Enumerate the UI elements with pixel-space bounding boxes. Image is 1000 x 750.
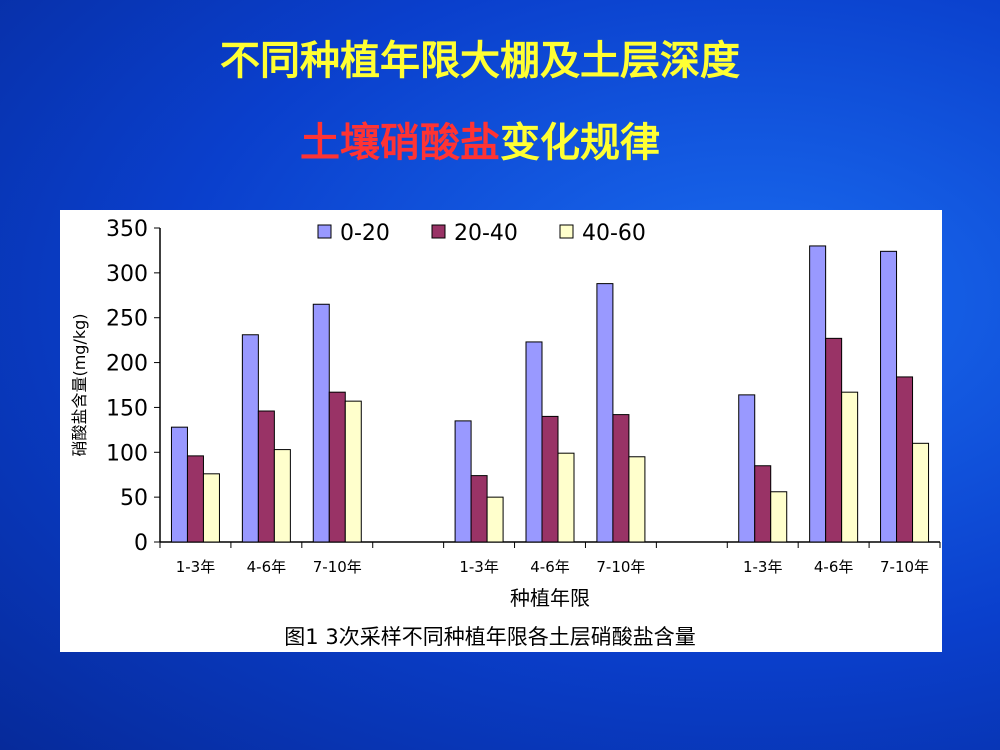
bar: [257, 410, 275, 543]
bar: [202, 473, 220, 543]
y-tick-label: 0: [134, 531, 148, 556]
legend-label: 0-20: [340, 221, 390, 246]
bar: [541, 415, 559, 543]
bar: [241, 334, 259, 543]
x-tick-label: 4-6年: [247, 558, 287, 576]
bar: [896, 376, 914, 543]
bar: [328, 391, 346, 543]
bar: [170, 426, 188, 543]
title-highlight: 土壤硝酸盐: [300, 120, 500, 166]
y-tick-label: 350: [106, 217, 148, 242]
legend-label: 20-40: [454, 221, 518, 246]
bar: [628, 456, 646, 543]
y-tick-label: 150: [106, 396, 148, 421]
bar: [454, 420, 472, 543]
y-tick-label: 300: [106, 262, 148, 287]
bar: [880, 250, 898, 543]
x-tick-label: 1-3年: [743, 558, 783, 576]
x-axis-label: 种植年限: [510, 586, 590, 610]
title-line: 土壤硝酸盐变化规律: [0, 110, 980, 168]
bar: [186, 455, 204, 543]
y-tick-label: 100: [106, 441, 148, 466]
bar: [912, 442, 930, 543]
x-tick-label: 7-10年: [596, 558, 645, 576]
bar: [525, 341, 543, 543]
bar: [770, 491, 788, 543]
bar: [470, 475, 488, 543]
legend-swatch: [317, 224, 332, 239]
x-tick-label: 4-6年: [814, 558, 854, 576]
y-axis-label: 硝酸盐含量(mg/kg): [70, 313, 89, 456]
x-tick-label: 4-6年: [530, 558, 570, 576]
bar: [809, 245, 827, 543]
bar: [825, 337, 843, 543]
legend-swatch: [559, 224, 574, 239]
bar: [486, 496, 504, 543]
title-text: 变化规律: [500, 120, 660, 166]
y-tick-label: 250: [106, 307, 148, 332]
bar: [344, 400, 362, 543]
chart-panel: [60, 210, 942, 652]
y-tick-label: 50: [120, 486, 148, 511]
legend-label: 40-60: [582, 221, 646, 246]
legend-swatch: [431, 224, 446, 239]
y-tick-label: 200: [106, 352, 148, 377]
bar: [596, 283, 614, 543]
title-line: 不同种植年限大棚及土层深度: [220, 38, 740, 84]
bar: [738, 394, 756, 543]
x-tick-label: 7-10年: [880, 558, 929, 576]
bar: [754, 465, 772, 543]
bar: [312, 303, 330, 543]
bar: [557, 452, 575, 543]
bar: [612, 414, 630, 543]
x-tick-label: 7-10年: [313, 558, 362, 576]
bar: [841, 391, 859, 543]
x-tick-label: 1-3年: [176, 558, 216, 576]
bar: [273, 449, 291, 543]
caption: 图1 3次采样不同种植年限各土层硝酸盐含量: [284, 625, 695, 649]
x-tick-label: 1-3年: [459, 558, 499, 576]
